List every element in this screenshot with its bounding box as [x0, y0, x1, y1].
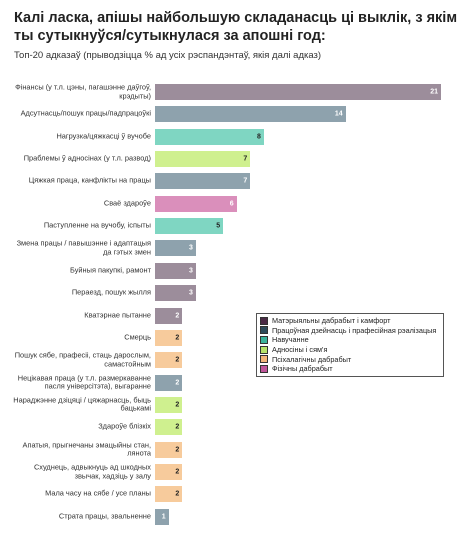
legend-item: Псіхалагічны дабрабыт	[260, 354, 440, 364]
value-label: 21	[430, 88, 438, 96]
value-label: 2	[175, 356, 180, 364]
chart-title: Калі ласка, апішы найбольшую складанасць…	[14, 10, 458, 44]
y-tick-label: Апатыя, прыгнечаны эмацыйны стан, лянота	[22, 440, 151, 458]
legend-swatch	[260, 316, 268, 325]
value-label: 2	[175, 312, 180, 319]
value-label: 5	[216, 222, 221, 230]
y-tick-label: Адсутнасць/пошук працы/падпрацоўкі	[20, 109, 151, 119]
legend-label: Фізічны дабрабыт	[272, 364, 333, 374]
value-label: 14	[334, 110, 343, 118]
y-tick-label: Страта працы, звальненне	[58, 511, 151, 521]
y-tick-label: Буйныя пакупкі, рамонт	[70, 265, 151, 275]
bar	[155, 173, 251, 190]
bar	[155, 285, 196, 302]
value-label: 1	[161, 513, 166, 521]
bar	[155, 106, 346, 123]
legend-item: Фізічны дабрабыт	[260, 364, 440, 374]
bar	[155, 329, 183, 346]
y-tick-label: Пошук сябе, прафесіі, стаць дарослым, са…	[14, 350, 151, 369]
y-tick-label: Схуднець, адвыкнуць ад шкодных звычак, х…	[33, 462, 151, 480]
legend-swatch	[260, 364, 268, 373]
bar	[155, 195, 237, 212]
bar	[155, 151, 251, 168]
value-label: 3	[188, 244, 193, 252]
y-tick-label: Пераезд, пошук жылля	[71, 287, 151, 297]
bar	[155, 419, 183, 436]
value-label: 2	[175, 401, 180, 409]
y-tick-label: Фінансы (у т.л. цэны, пагашэнне даўгоў, …	[15, 82, 151, 100]
legend-item: Навучанне	[260, 335, 440, 345]
y-tick-label: Змена працы / павышэнне і адаптацыя да г…	[16, 238, 151, 257]
legend-label: Працоўная дзейнасць і прафесійная рэаліз…	[272, 325, 437, 335]
value-label: 3	[188, 267, 193, 275]
value-label: 7	[243, 177, 248, 185]
bar	[155, 262, 196, 279]
legend: Матэрыяльны дабрабыт і камфорт Працоўная …	[256, 313, 444, 377]
y-tick-label: Нараджэнне дзіцяці / цяжарнасць, быць ба…	[13, 395, 151, 413]
value-label: 2	[175, 423, 180, 431]
value-label: 3	[188, 289, 193, 297]
value-label: 2	[175, 379, 180, 387]
value-label: 2	[175, 334, 180, 342]
legend-swatch	[260, 345, 268, 354]
chart-subtitle: Топ-20 адказаў (прыводзіцца % ад усіх рэ…	[14, 50, 322, 61]
bar	[155, 240, 196, 257]
y-tick-label: Здароўе блізкіх	[98, 421, 151, 431]
y-tick-label: Нагрузка/цяжкасці ў вучобе	[56, 131, 151, 141]
value-label: 8	[257, 133, 261, 141]
value-label: 6	[229, 200, 234, 208]
bar	[155, 508, 169, 525]
y-tick-label: Цяжкая праца, канфлікты на працы	[28, 176, 151, 186]
y-tick-label: Паступленне на вучобу, іспыты	[43, 220, 151, 230]
value-label: 2	[175, 468, 180, 476]
y-tick-label: Смерць	[124, 332, 151, 342]
legend-item: Матэрыяльны дабрабыт і камфорт	[260, 316, 440, 326]
legend-label: Адносіны і сям'я	[272, 345, 328, 355]
y-tick-label: Сваё здароўе	[103, 198, 151, 208]
legend-item: Працоўная дзейнасць і прафесійная рэаліз…	[260, 326, 440, 336]
legend-label: Псіхалагічны дабрабыт	[272, 354, 352, 364]
legend-label: Навучанне	[272, 335, 309, 345]
legend-swatch	[260, 355, 268, 364]
value-label: 7	[243, 155, 248, 163]
value-label: 2	[175, 490, 180, 498]
legend-label: Матэрыяльны дабрабыт і камфорт	[272, 316, 391, 326]
legend-swatch	[260, 335, 268, 344]
y-tick-label: Праблемы ў адносінах (у т.л. развод)	[23, 153, 151, 163]
y-tick-label: Нецікавая праца (у т.л. размеркаванне па…	[17, 372, 151, 391]
bar	[155, 463, 183, 480]
bar	[155, 486, 183, 503]
bar	[155, 352, 183, 369]
bar	[155, 84, 441, 100]
bar	[155, 218, 224, 235]
bar	[155, 307, 183, 324]
legend-item: Адносіны і сям'я	[260, 345, 440, 355]
bar	[155, 441, 183, 458]
bar	[155, 128, 264, 145]
y-tick-label: Мала часу на сябе / усе планы	[45, 489, 151, 498]
legend-swatch	[260, 326, 268, 335]
y-tick-label: Кватэрнае пытанне	[84, 310, 151, 320]
value-label: 2	[175, 446, 180, 454]
bar	[155, 396, 183, 413]
bar	[155, 374, 183, 391]
